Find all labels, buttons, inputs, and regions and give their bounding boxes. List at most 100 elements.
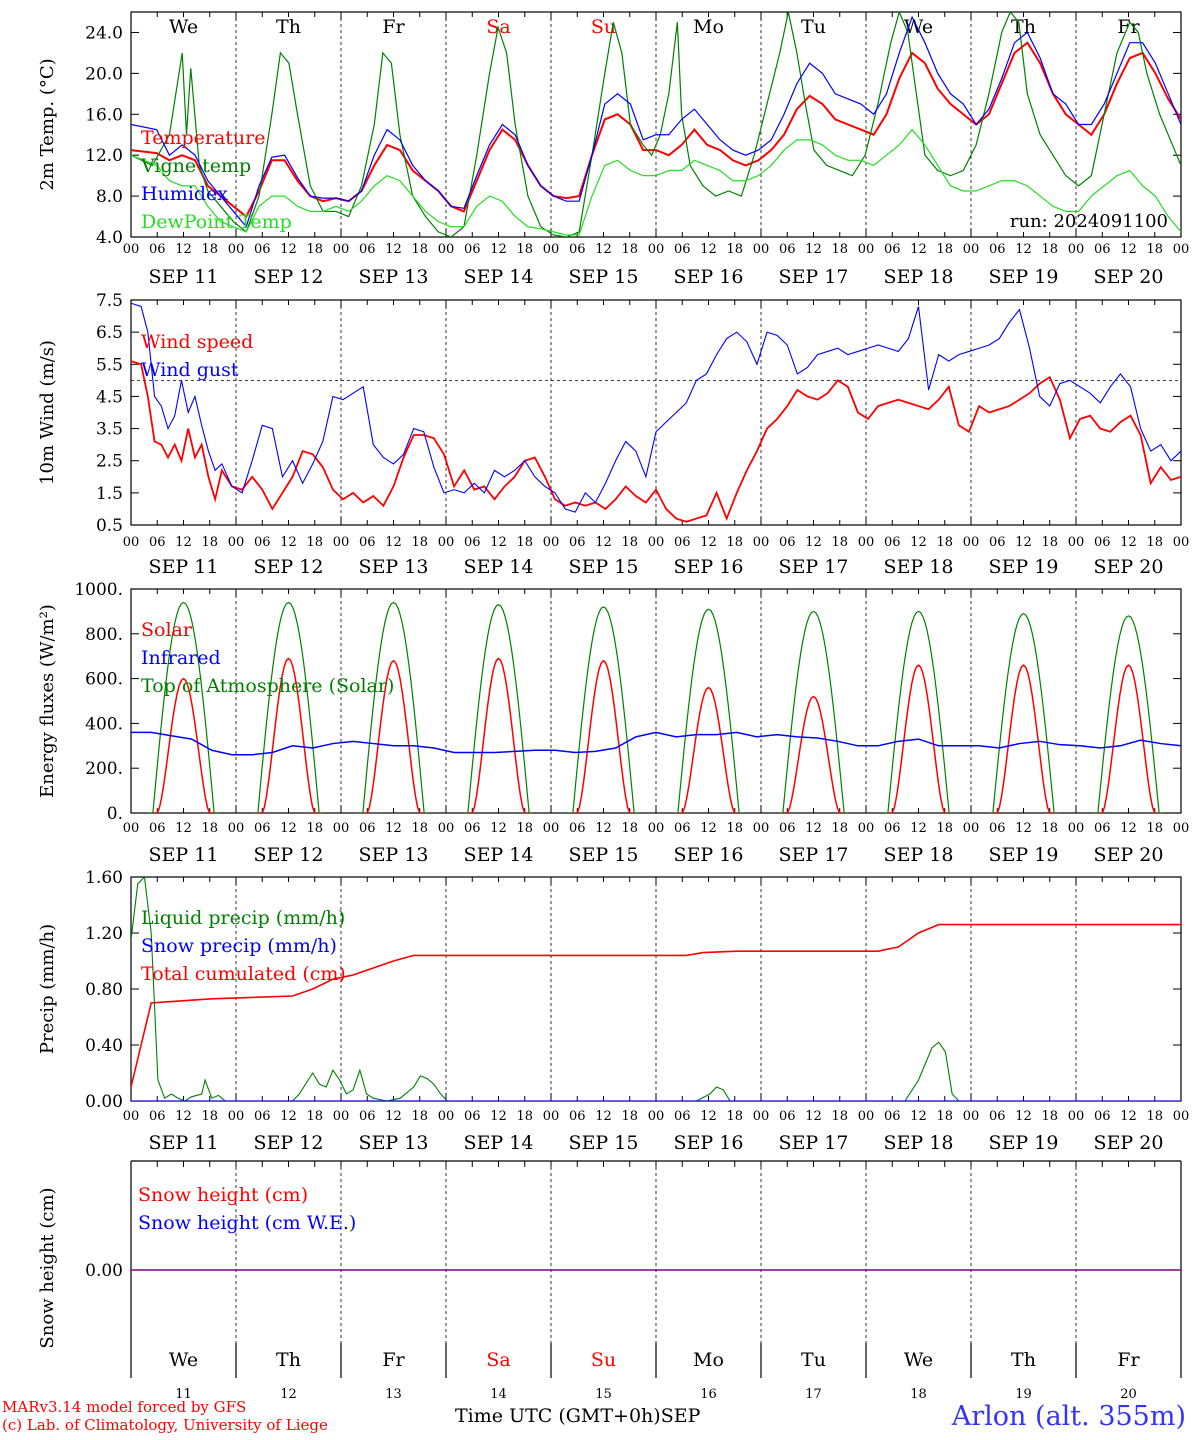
hour-tick-label: 12 bbox=[175, 821, 192, 836]
legend-entry: Snow height (cm W.E.) bbox=[138, 1212, 356, 1234]
hour-tick-label: 00 bbox=[648, 1109, 665, 1124]
date-label: SEP 18 bbox=[884, 266, 954, 288]
hour-tick-label: 00 bbox=[1173, 1109, 1190, 1124]
y-tick-label: 24.0 bbox=[85, 23, 123, 43]
hour-tick-label: 18 bbox=[831, 821, 848, 836]
hour-tick-label: 06 bbox=[1094, 1109, 1111, 1124]
hour-tick-label: 00 bbox=[648, 242, 665, 257]
hour-tick-label: 06 bbox=[569, 242, 586, 257]
series-toa-day bbox=[1093, 615, 1164, 813]
hour-tick-label: 12 bbox=[280, 1109, 297, 1124]
date-label: SEP 11 bbox=[149, 1132, 219, 1154]
series-wind-speed bbox=[131, 360, 1181, 523]
hour-tick-label: 06 bbox=[989, 1109, 1006, 1124]
hour-tick-label: 18 bbox=[936, 535, 953, 550]
date-label: SEP 16 bbox=[674, 556, 744, 578]
day-name: Mo bbox=[693, 16, 724, 38]
hour-tick-label: 00 bbox=[963, 1109, 980, 1124]
hour-tick-label: 18 bbox=[1041, 242, 1058, 257]
day-name: Fr bbox=[382, 16, 405, 38]
hour-tick-label: 00 bbox=[228, 242, 245, 257]
date-label: SEP 13 bbox=[359, 1132, 429, 1154]
hour-tick-label: 12 bbox=[595, 242, 612, 257]
date-label: SEP 19 bbox=[989, 266, 1059, 288]
date-label: SEP 19 bbox=[989, 844, 1059, 866]
hour-tick-label: 00 bbox=[543, 1109, 560, 1124]
date-label: SEP 14 bbox=[464, 266, 534, 288]
hour-tick-label: 06 bbox=[674, 821, 691, 836]
day-name: We bbox=[904, 1349, 933, 1371]
hour-tick-label: 00 bbox=[543, 535, 560, 550]
hour-tick-label: 00 bbox=[1173, 821, 1190, 836]
y-tick-label: 0.5 bbox=[96, 516, 123, 536]
day-name: Fr bbox=[382, 1349, 405, 1371]
hour-tick-label: 18 bbox=[831, 242, 848, 257]
day-name: Fr bbox=[1117, 16, 1140, 38]
hour-tick-label: 06 bbox=[884, 821, 901, 836]
date-label: SEP 20 bbox=[1094, 1132, 1164, 1154]
legend-entry: Liquid precip (mm/h) bbox=[141, 907, 345, 929]
hour-tick-label: 12 bbox=[385, 821, 402, 836]
date-label: SEP 17 bbox=[779, 844, 849, 866]
time-axis-label: Time UTC (GMT+0h)SEP bbox=[455, 1405, 700, 1427]
legend-entry: Vigne temp bbox=[140, 155, 251, 177]
run-annotation: run: 2024091100 bbox=[1010, 211, 1168, 232]
hour-tick-label: 12 bbox=[700, 535, 717, 550]
legend-entry: Wind gust bbox=[141, 359, 239, 381]
hour-tick-label: 12 bbox=[1015, 535, 1032, 550]
y-tick-label: 5.5 bbox=[96, 355, 123, 375]
hour-tick-label: 18 bbox=[411, 1109, 428, 1124]
date-label: SEP 20 bbox=[1094, 556, 1164, 578]
date-label: SEP 13 bbox=[359, 266, 429, 288]
hour-tick-label: 00 bbox=[333, 535, 350, 550]
series-solar-day bbox=[677, 686, 740, 813]
hour-tick-label: 00 bbox=[1068, 535, 1085, 550]
date-label: SEP 19 bbox=[989, 1132, 1059, 1154]
hour-tick-label: 00 bbox=[228, 821, 245, 836]
hour-tick-label: 00 bbox=[1173, 242, 1190, 257]
hour-tick-label: 00 bbox=[543, 821, 560, 836]
y-tick-label: 2.5 bbox=[96, 452, 123, 472]
hour-tick-label: 18 bbox=[306, 242, 323, 257]
date-label: SEP 15 bbox=[569, 266, 639, 288]
hour-tick-label: 06 bbox=[149, 242, 166, 257]
hour-tick-label: 12 bbox=[490, 821, 507, 836]
hour-tick-label: 18 bbox=[936, 1109, 953, 1124]
y-tick-label: 12.0 bbox=[85, 146, 123, 166]
hour-tick-label: 18 bbox=[1146, 535, 1163, 550]
date-label: SEP 14 bbox=[464, 556, 534, 578]
hour-tick-label: 06 bbox=[359, 242, 376, 257]
y-axis-label: Precip (mm/h) bbox=[37, 924, 58, 1054]
hour-tick-label: 00 bbox=[543, 242, 560, 257]
hour-tick-label: 18 bbox=[1146, 242, 1163, 257]
hour-tick-label: 00 bbox=[438, 535, 455, 550]
hour-tick-label: 12 bbox=[595, 535, 612, 550]
hour-tick-label: 12 bbox=[910, 242, 927, 257]
date-label: SEP 12 bbox=[254, 556, 324, 578]
date-label: SEP 11 bbox=[149, 266, 219, 288]
hour-tick-label: 12 bbox=[385, 242, 402, 257]
hour-tick-label: 18 bbox=[201, 535, 218, 550]
day-name: Th bbox=[1011, 1349, 1036, 1371]
date-label: SEP 15 bbox=[569, 844, 639, 866]
date-label: SEP 17 bbox=[779, 266, 849, 288]
y-tick-label: 0.80 bbox=[85, 980, 123, 1000]
day-number: 19 bbox=[1015, 1387, 1032, 1402]
hour-tick-label: 06 bbox=[779, 1109, 796, 1124]
month-label: SEP bbox=[660, 1405, 701, 1427]
hour-tick-label: 12 bbox=[700, 242, 717, 257]
hour-tick-label: 06 bbox=[149, 821, 166, 836]
model-line-2: (c) Lab. of Climatology, University of L… bbox=[2, 1416, 328, 1434]
hour-tick-label: 00 bbox=[1173, 535, 1190, 550]
hour-tick-label: 00 bbox=[1068, 242, 1085, 257]
date-label: SEP 14 bbox=[464, 844, 534, 866]
hour-tick-label: 00 bbox=[858, 242, 875, 257]
series-solar-day bbox=[887, 664, 950, 813]
hour-tick-label: 12 bbox=[1120, 1109, 1137, 1124]
hour-tick-label: 06 bbox=[1094, 821, 1111, 836]
day-name: We bbox=[169, 16, 198, 38]
hour-tick-label: 18 bbox=[936, 821, 953, 836]
series-infrared bbox=[131, 731, 1181, 756]
series-toa-day bbox=[358, 601, 429, 813]
hour-tick-label: 06 bbox=[989, 535, 1006, 550]
